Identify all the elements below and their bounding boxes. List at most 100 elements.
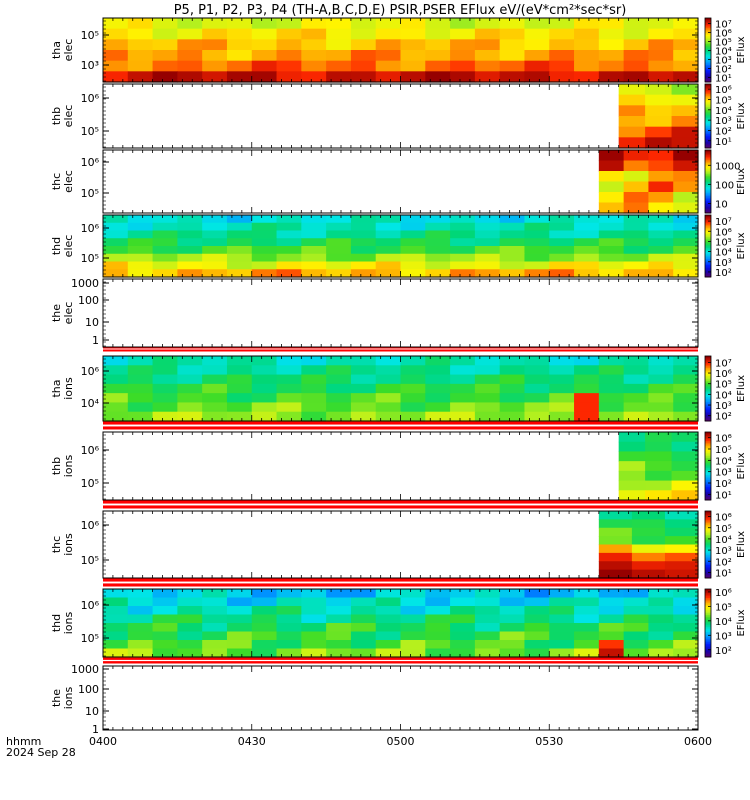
colorbar-segment <box>705 167 711 170</box>
spectrogram-cell <box>375 402 402 413</box>
spectrogram-cell <box>152 222 178 232</box>
spectrogram-cell <box>648 640 674 650</box>
spectrogram-cell <box>671 126 699 138</box>
spectrogram-cell <box>276 28 302 40</box>
spectrogram-cell <box>450 383 476 394</box>
y-tick-label: 10⁶ <box>81 444 100 457</box>
spectrogram-cell <box>499 597 526 607</box>
spectrogram-cell <box>598 606 625 616</box>
spectrogram-cell <box>375 393 402 404</box>
spectrogram-cell <box>326 39 352 51</box>
spectrogram-cell <box>524 648 550 658</box>
spectrogram-cell <box>152 631 178 641</box>
spectrogram-cell <box>648 411 674 422</box>
colorbar-segment <box>705 614 711 617</box>
spectrogram-cell <box>524 18 550 30</box>
spectrogram-cell <box>127 640 154 650</box>
spectrogram-cell <box>400 402 426 413</box>
spectrogram-cell <box>648 402 674 413</box>
spectrogram-cell <box>152 589 178 599</box>
spectrogram-cell <box>623 261 650 270</box>
colorbar-segment <box>705 141 711 144</box>
spectrogram-cell <box>450 393 476 404</box>
spectrogram-cell <box>326 589 352 599</box>
y-tick-label: 1 <box>92 723 99 736</box>
colorbar-segment <box>705 30 711 33</box>
spectrogram-cell <box>425 230 451 239</box>
spectrogram-cell <box>251 640 278 650</box>
spectrogram-cell <box>226 253 253 263</box>
colorbar-segment <box>705 22 711 25</box>
spectrogram-cell <box>177 215 203 224</box>
spectrogram-cell <box>326 365 352 376</box>
spectrogram-cell <box>671 470 699 482</box>
spectrogram-cell <box>127 631 154 641</box>
colorbar-segment <box>705 403 711 406</box>
colorbar-tick-label: 10¹ <box>715 490 732 501</box>
spectrogram-cell <box>623 597 650 607</box>
spectrogram-cell <box>226 269 253 278</box>
spectrogram-cell <box>673 614 699 624</box>
panel-background <box>103 84 698 148</box>
colorbar-segment <box>705 612 711 615</box>
colorbar-segment <box>705 92 711 95</box>
spectrogram-cell <box>276 215 302 224</box>
colorbar-segment <box>705 373 711 377</box>
panel-label-probe: the <box>50 304 63 322</box>
spectrogram-cell <box>103 230 129 239</box>
colorbar-segment <box>705 607 711 610</box>
spectrogram-cell <box>499 222 526 232</box>
colorbar-segment <box>705 526 711 529</box>
panel-thd-ions: 10⁶ 10⁵ thd ions 10⁶ 10⁵ 10⁴ 10³ 10² EFlux <box>50 588 747 658</box>
spectrogram-cell <box>524 589 550 599</box>
colorbar-segment <box>705 84 711 87</box>
colorbar-tick-label: 10² <box>715 557 732 568</box>
spectrogram-cell <box>127 253 154 263</box>
spectrogram-cell <box>499 253 526 263</box>
spectrogram-cell <box>425 411 451 422</box>
spectrogram-cell <box>276 238 302 247</box>
spectrogram-cell <box>648 374 674 385</box>
spectrogram-cell <box>623 393 650 404</box>
colorbar-segment <box>705 200 711 203</box>
spectrogram-cell <box>350 238 377 247</box>
colorbar-segment <box>705 236 711 239</box>
y-tick-label: 100 <box>78 294 99 307</box>
spectrogram-cell <box>127 50 154 62</box>
spectrogram-cell <box>276 261 302 270</box>
colorbar-segment <box>705 35 711 38</box>
panel-label-probe: thd <box>50 237 63 255</box>
x-tick-label: 0500 <box>387 735 415 748</box>
y-tick-label: 10⁵ <box>81 187 99 200</box>
y-tick-label: 10 <box>85 316 99 329</box>
spectrogram-cell <box>524 623 550 633</box>
spectrogram-cell <box>202 393 228 404</box>
colorbar-segment <box>705 206 711 209</box>
spectrogram-cell <box>326 18 352 30</box>
spectrogram-cell <box>350 589 377 599</box>
separator-band-stripe <box>103 421 698 425</box>
spectrogram-cell <box>574 623 600 633</box>
colorbar-segment <box>705 419 711 422</box>
spectrogram-cell <box>664 561 699 571</box>
spectrogram-cell <box>623 171 650 183</box>
spectrogram-cell <box>202 623 228 633</box>
spectrogram-cell <box>549 631 575 641</box>
spectrogram-cell <box>152 18 178 30</box>
colorbar-tick-label: 10² <box>715 646 732 657</box>
spectrogram-cell <box>631 536 666 546</box>
spectrogram-cell <box>326 60 352 72</box>
spectrogram-cell <box>618 451 646 462</box>
spectrogram-cell <box>671 461 699 472</box>
spectrogram-cell <box>375 246 402 255</box>
spectrogram-cell <box>618 116 646 128</box>
spectrogram-cell <box>177 614 203 624</box>
colorbar-segment <box>705 445 711 448</box>
colorbar-segment <box>705 391 711 394</box>
spectrogram-cell <box>673 39 699 51</box>
y-tick-label: 1000 <box>71 663 99 676</box>
colorbar-segment <box>705 360 711 364</box>
spectrogram-cell <box>276 640 302 650</box>
spectrogram-cell <box>549 230 575 239</box>
